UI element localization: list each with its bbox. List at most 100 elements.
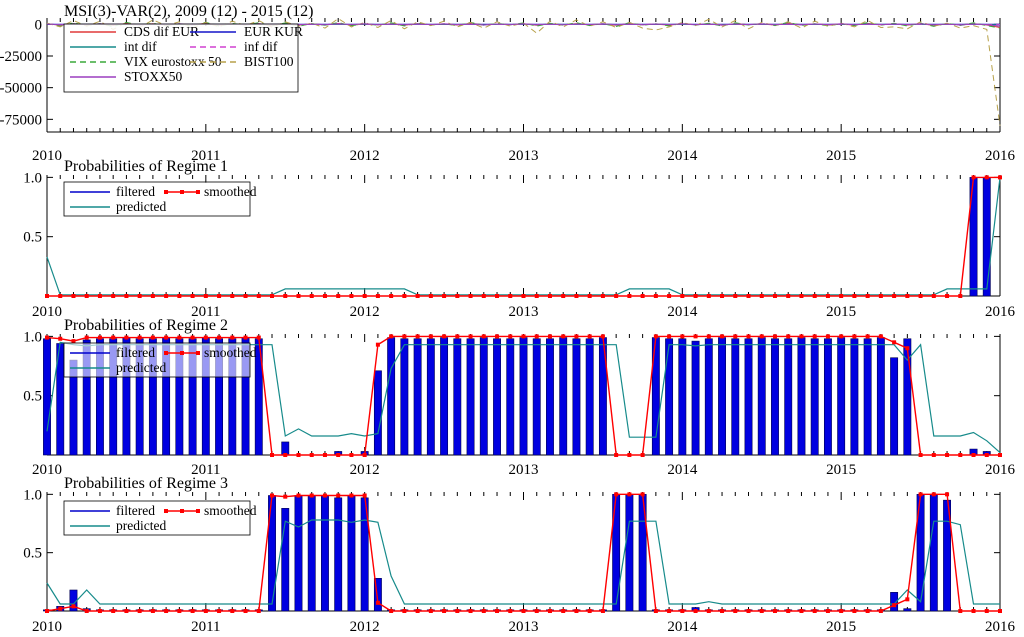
smoothed-marker [481, 294, 486, 298]
filtered-bar [321, 495, 329, 612]
x-tick-label: 2012 [350, 148, 380, 164]
smoothed-marker [217, 609, 222, 613]
filtered-bar [625, 494, 634, 612]
smoothed-marker [256, 294, 261, 298]
x-tick-label: 2013 [509, 619, 539, 635]
smoothed-marker [336, 453, 341, 457]
smoothed-marker [521, 334, 526, 339]
smoothed-marker [984, 609, 989, 613]
smoothed-marker [799, 609, 804, 613]
legend-label: EUR KUR [244, 24, 303, 39]
smoothed-marker [230, 609, 235, 613]
smoothed-marker [71, 339, 76, 344]
smoothed-marker [574, 334, 579, 339]
smoothed-marker [230, 294, 235, 298]
filtered-bar [691, 340, 700, 456]
smoothed-marker [574, 609, 579, 613]
smoothed-marker [495, 334, 500, 339]
smoothed-marker [918, 294, 923, 298]
chart-title: Probabilities of Regime 3 [64, 475, 228, 492]
smoothed-marker [772, 334, 777, 339]
smoothed-marker [243, 609, 248, 613]
smoothed-marker [561, 609, 566, 613]
smoothed-marker [389, 294, 394, 298]
smoothed-marker [945, 294, 950, 298]
smoothed-marker [164, 609, 169, 613]
smoothed-marker [97, 609, 102, 613]
legend-label: STOXX50 [124, 69, 183, 84]
smoothed-marker [640, 453, 645, 457]
smoothed-marker [442, 294, 447, 298]
smoothed-marker [693, 294, 698, 298]
x-tick-label: 2013 [509, 148, 539, 164]
smoothed-marker [958, 453, 963, 457]
smoothed-marker [455, 334, 460, 339]
filtered-bar [890, 357, 899, 456]
legend-label-predicted: predicted [116, 518, 166, 533]
x-tick-label: 2015 [826, 619, 856, 635]
filtered-bar [400, 338, 409, 456]
x-tick-label: 2011 [191, 304, 220, 320]
smoothed-marker [534, 609, 539, 613]
smoothed-marker [428, 294, 433, 298]
smoothed-marker [547, 609, 552, 613]
smoothed-marker [375, 294, 380, 298]
filtered-bar [532, 338, 541, 456]
smoothed-marker [918, 453, 923, 457]
smoothed-marker [442, 334, 447, 339]
smoothed-marker [931, 453, 936, 457]
smoothed-marker [455, 294, 460, 298]
smoothed-marker [600, 609, 605, 613]
smoothed-marker [203, 294, 208, 298]
smoothed-marker [733, 294, 738, 298]
x-tick-label: 2016 [985, 462, 1016, 478]
legend-marker-smoothed [164, 509, 168, 513]
smoothed-marker [375, 342, 380, 347]
smoothed-marker [945, 492, 950, 497]
smoothed-marker [203, 609, 208, 613]
smoothed-marker [495, 609, 500, 613]
filtered-bar [797, 337, 806, 456]
smoothed-marker [217, 294, 222, 298]
smoothed-marker [45, 335, 49, 340]
smoothed-marker [918, 492, 923, 497]
legend-marker-smoothed [164, 351, 168, 355]
smoothed-marker [998, 453, 1002, 457]
smoothed-marker [468, 334, 473, 339]
smoothed-marker [256, 609, 261, 613]
smoothed-marker [600, 334, 605, 339]
filtered-bar [850, 338, 859, 456]
smoothed-marker [402, 334, 407, 339]
legend-marker-smoothed [164, 190, 168, 194]
smoothed-marker [468, 294, 473, 298]
smoothed-marker [296, 493, 301, 498]
smoothed-marker [270, 493, 275, 498]
smoothed-marker [309, 493, 314, 498]
smoothed-marker [812, 334, 817, 339]
filtered-bar [982, 177, 991, 297]
smoothed-marker [521, 609, 526, 613]
smoothed-marker [839, 334, 844, 339]
legend-marker-smoothed [180, 190, 184, 194]
panel-regime-3: 2010 2011 2012 2013 2014 2015 2016 1.0 0.5 Probab… [23, 475, 1015, 635]
smoothed-marker [746, 334, 751, 339]
smoothed-marker [720, 294, 725, 298]
smoothed-marker [402, 294, 407, 298]
smoothed-marker [150, 335, 155, 340]
legend-marker-smoothed [196, 351, 200, 355]
legend-box [63, 181, 251, 217]
filtered-bar [572, 338, 581, 456]
smoothed-marker [799, 294, 804, 298]
y-tick-label: -75000 [0, 112, 42, 128]
smoothed-marker [839, 294, 844, 298]
x-tick-label: 2012 [350, 462, 380, 478]
filtered-bar [440, 337, 449, 456]
filtered-bar [876, 337, 885, 456]
smoothed-marker [190, 609, 195, 613]
filtered-bar [837, 337, 846, 456]
smoothed-marker [561, 294, 566, 298]
smoothed-marker [772, 609, 777, 613]
smoothed-marker [971, 453, 976, 457]
smoothed-marker [786, 609, 791, 613]
smoothed-marker [931, 294, 936, 298]
